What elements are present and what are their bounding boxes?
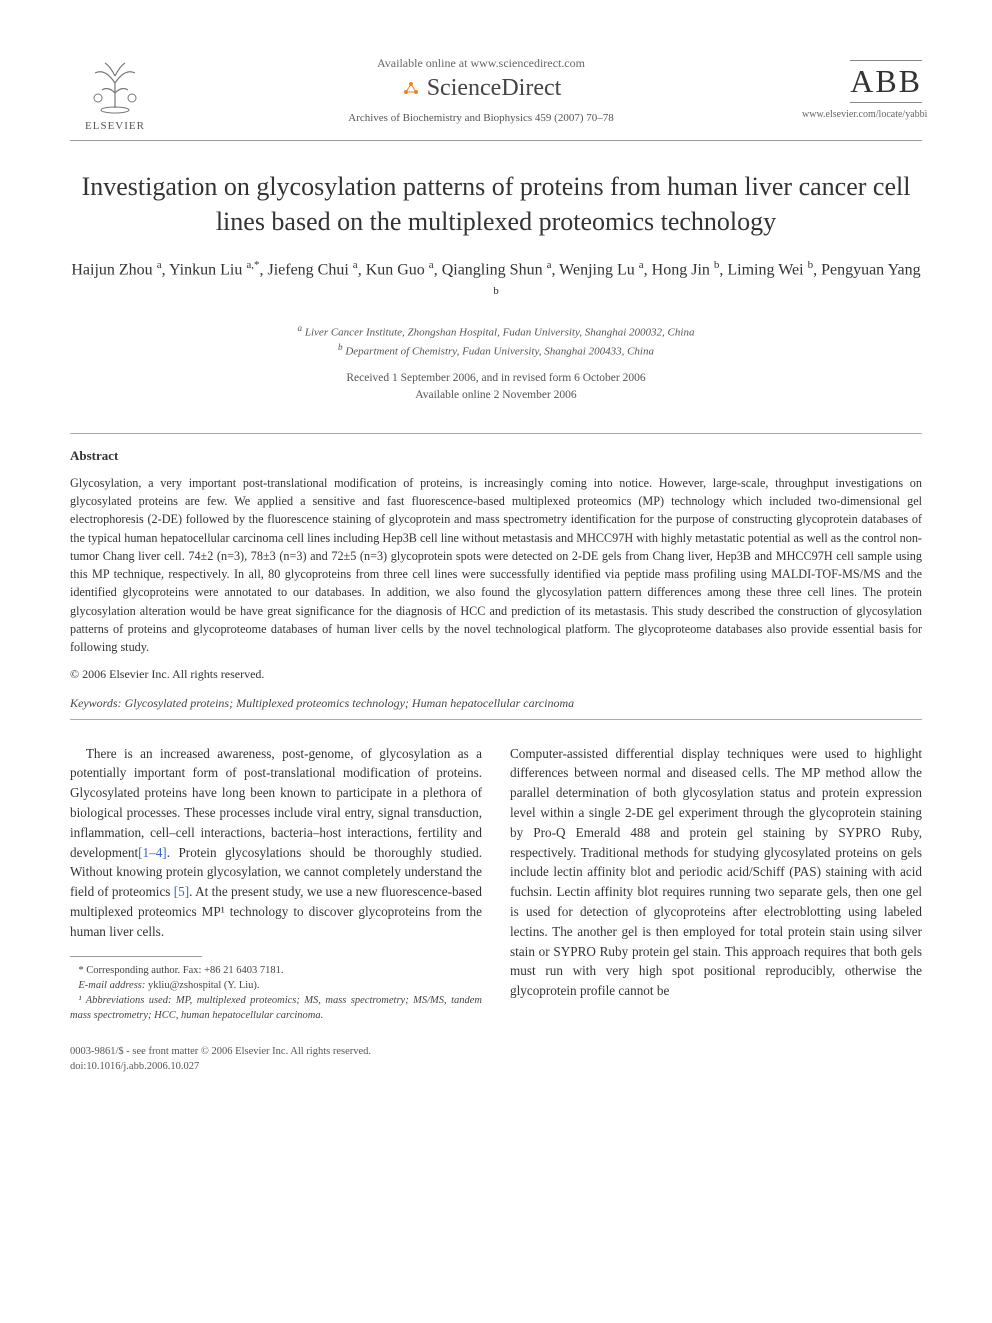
body-paragraph-1: There is an increased awareness, post-ge… [70, 744, 482, 942]
affiliation-a: a Liver Cancer Institute, Zhongshan Hosp… [70, 322, 922, 341]
received-date: Received 1 September 2006, and in revise… [70, 370, 922, 387]
affiliation-b: b Department of Chemistry, Fudan Univers… [70, 341, 922, 360]
abb-logo: ABB [850, 60, 922, 103]
article-body: There is an increased awareness, post-ge… [70, 744, 922, 1024]
footnote-separator [70, 956, 202, 957]
author-list: Haijun Zhou a, Yinkun Liu a,*, Jiefeng C… [70, 257, 922, 308]
abstract-copyright: © 2006 Elsevier Inc. All rights reserved… [70, 667, 922, 682]
body-paragraph-2: Computer-assisted differential display t… [510, 744, 922, 1001]
header-separator [70, 140, 922, 141]
page-header: ELSEVIER Available online at www.science… [70, 48, 922, 132]
sciencedirect-icon [401, 79, 421, 99]
elsevier-label: ELSEVIER [85, 120, 145, 132]
page-footer: 0003-9861/$ - see front matter © 2006 El… [70, 1045, 922, 1074]
abstract-body: Glycosylation, a very important post-tra… [70, 474, 922, 657]
sciencedirect-brand: ScienceDirect [160, 75, 802, 102]
elsevier-logo: ELSEVIER [70, 48, 160, 132]
doi-line: doi:10.1016/j.abb.2006.10.027 [70, 1060, 371, 1075]
available-online-text: Available online at www.sciencedirect.co… [160, 56, 802, 71]
article-dates: Received 1 September 2006, and in revise… [70, 370, 922, 405]
online-date: Available online 2 November 2006 [70, 387, 922, 404]
abstract-heading: Abstract [70, 448, 922, 464]
keywords: Keywords: Glycosylated proteins; Multipl… [70, 696, 922, 711]
keywords-text: Glycosylated proteins; Multiplexed prote… [125, 696, 575, 710]
issn-line: 0003-9861/$ - see front matter © 2006 El… [70, 1045, 371, 1060]
corresponding-author: * Corresponding author. Fax: +86 21 6403… [70, 963, 482, 978]
footer-left: 0003-9861/$ - see front matter © 2006 El… [70, 1045, 371, 1074]
email-line: E-mail address: ykliu@zshospital (Y. Liu… [70, 978, 482, 993]
keywords-label: Keywords: [70, 696, 122, 710]
article-title: Investigation on glycosylation patterns … [70, 169, 922, 239]
keywords-separator [70, 719, 922, 720]
center-header: Available online at www.sciencedirect.co… [160, 56, 802, 124]
citation-link-2[interactable]: [5] [174, 884, 189, 899]
affiliations: a Liver Cancer Institute, Zhongshan Hosp… [70, 322, 922, 360]
abstract-top-rule [70, 433, 922, 434]
sciencedirect-text: ScienceDirect [427, 75, 562, 102]
journal-logo-block: ABB www.elsevier.com/locate/yabbi [802, 60, 922, 120]
citation-link-1[interactable]: [1–4] [138, 845, 167, 860]
elsevier-tree-icon [80, 48, 150, 118]
journal-reference: Archives of Biochemistry and Biophysics … [160, 112, 802, 124]
footnotes: * Corresponding author. Fax: +86 21 6403… [70, 963, 482, 1024]
abbreviations: ¹ Abbreviations used: MP, multiplexed pr… [70, 993, 482, 1023]
locate-url: www.elsevier.com/locate/yabbi [802, 109, 922, 120]
